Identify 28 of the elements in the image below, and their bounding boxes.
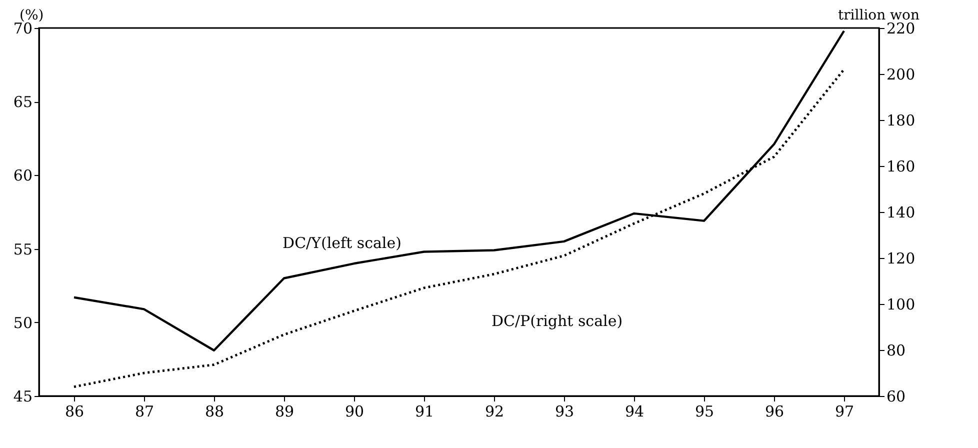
- x-tick-label: 87: [134, 402, 154, 420]
- y-axis-title: (%): [20, 8, 44, 24]
- y-tick-label: 55: [13, 240, 32, 258]
- x-tick-label: 90: [344, 402, 364, 420]
- y-tick-label: 50: [13, 314, 32, 332]
- y2-tick-label: 140: [886, 204, 916, 222]
- x-tick-label: 93: [554, 402, 574, 420]
- y2-tick-label: 60: [886, 388, 906, 406]
- series-label: DC/Y(left scale): [282, 234, 402, 252]
- y2-tick-label: 120: [886, 250, 916, 268]
- y2-tick-label: 80: [886, 342, 906, 360]
- x-tick-label: 94: [624, 402, 644, 420]
- y2-tick-label: 180: [886, 112, 916, 130]
- text: DC/P(right scale): [491, 312, 623, 330]
- x-tick-label: 97: [834, 402, 854, 420]
- y-tick-label: 60: [13, 166, 32, 185]
- x-tick-label: 86: [64, 402, 84, 420]
- x-tick-label: 88: [204, 402, 224, 420]
- y2-tick-label: 160: [886, 158, 916, 176]
- y-tick-label: 45: [13, 388, 32, 406]
- x-tick-label: 95: [694, 402, 714, 420]
- x-tick-label: 96: [764, 402, 784, 420]
- y2-tick-label: 200: [886, 66, 916, 84]
- x-tick-label: 89: [274, 402, 294, 420]
- y2-tick-label: 100: [886, 296, 916, 314]
- y-tick-label: 65: [13, 93, 32, 112]
- x-tick-label: 91: [414, 402, 434, 420]
- x-tick-label: 92: [484, 402, 504, 420]
